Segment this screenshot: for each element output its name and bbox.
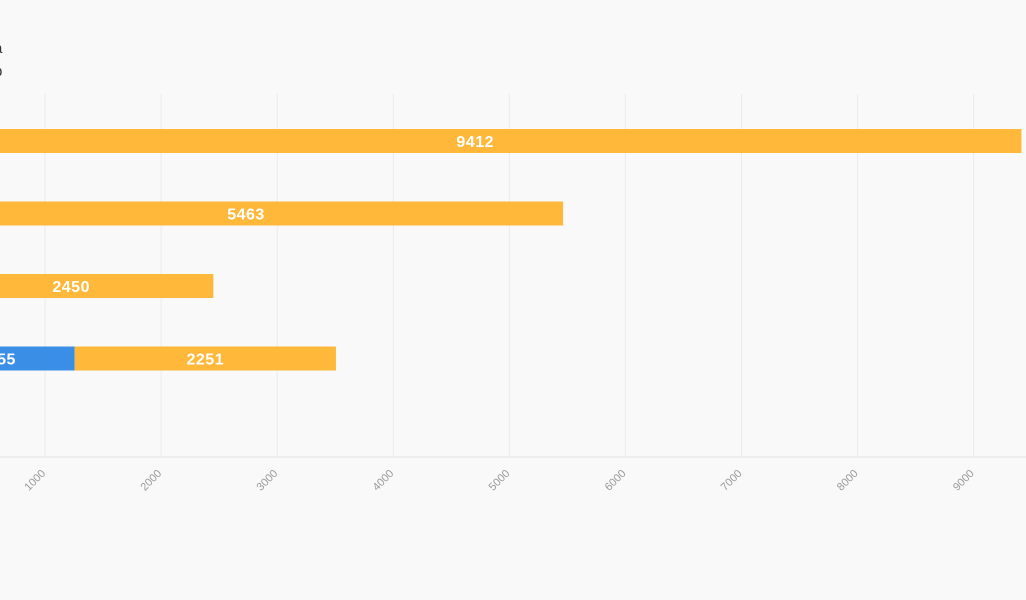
x-tick-label: 8000 xyxy=(835,468,861,494)
bar-b-1 xyxy=(0,201,564,226)
bar-b-0 xyxy=(0,129,1022,153)
x-tick-label: 1000 xyxy=(22,468,48,494)
bar-b-3 xyxy=(74,346,336,371)
x-tick-label: 6000 xyxy=(603,468,629,494)
bar-value-label: 9412 xyxy=(456,134,494,151)
x-tick-label: 2000 xyxy=(138,468,164,494)
bars xyxy=(0,129,1022,371)
bar-labels: 9412 5463 2450 255 2251 xyxy=(0,134,494,369)
x-tick-label: 3000 xyxy=(255,468,281,494)
bar-value-label: 2450 xyxy=(52,279,90,296)
bar-value-label: 2251 xyxy=(187,352,225,369)
x-tick-label: 9000 xyxy=(951,468,977,494)
legend: a b xyxy=(0,40,3,80)
x-tick-label: 5000 xyxy=(487,468,513,494)
bar-value-label: 5463 xyxy=(227,207,265,224)
bar-b-2 xyxy=(0,274,214,298)
x-tick-label: 4000 xyxy=(371,468,397,494)
x-axis: 1000 2000 3000 4000 5000 6000 7000 8000 9000 xyxy=(0,456,1026,494)
bar-a-3 xyxy=(0,346,75,371)
legend-entry-a: a xyxy=(0,40,3,57)
x-tick-label: 7000 xyxy=(719,468,745,494)
bar-value-label: 255 xyxy=(0,352,16,369)
gridlines xyxy=(44,94,975,457)
legend-entry-b: b xyxy=(0,63,2,80)
